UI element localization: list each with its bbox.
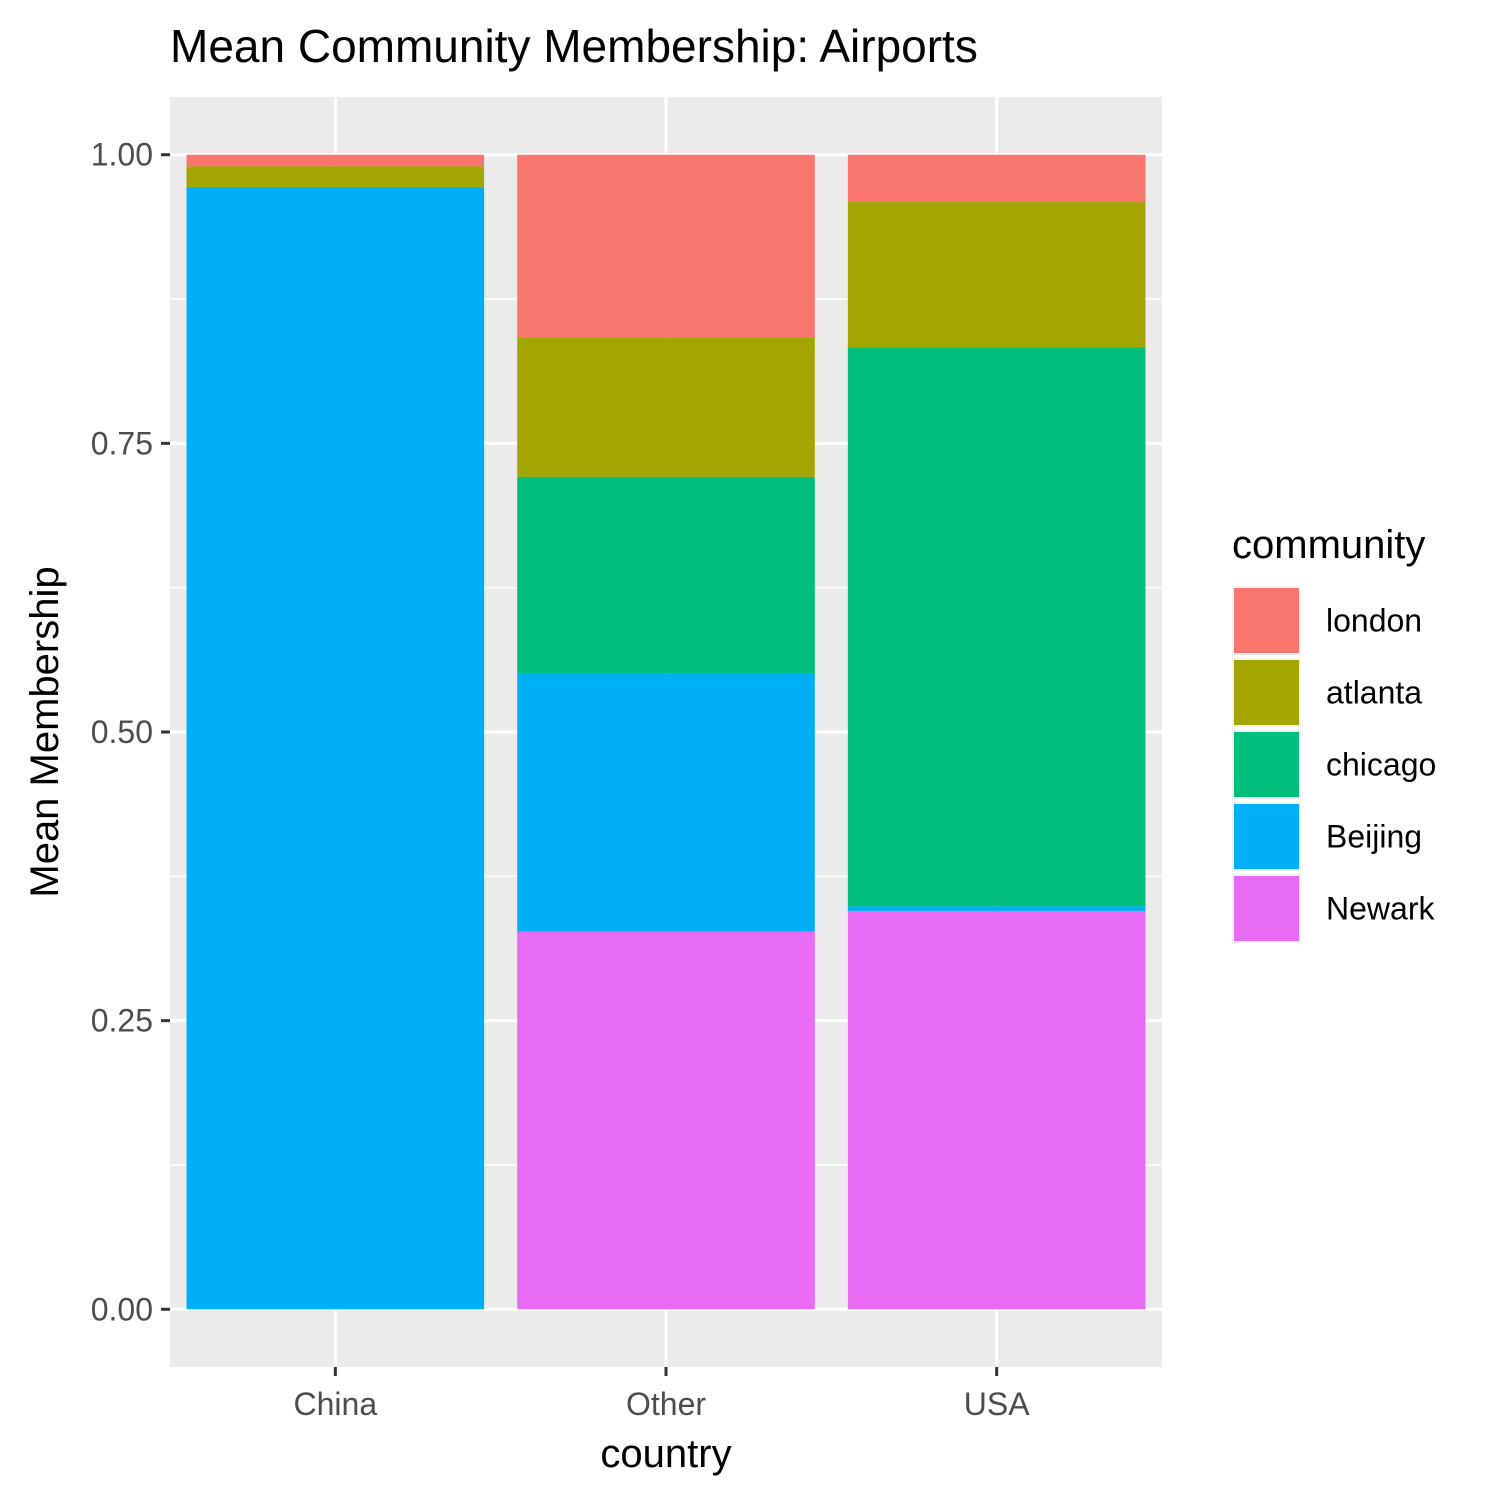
chart-title: Mean Community Membership: Airports xyxy=(170,20,978,72)
legend-label-newark: Newark xyxy=(1326,891,1435,927)
y-tick-label: 1.00 xyxy=(91,137,153,173)
x-tick-label: Other xyxy=(626,1386,706,1422)
bar-segment-china-london xyxy=(186,154,485,167)
legend-label-chicago: chicago xyxy=(1326,747,1436,783)
bar-segment-usa-beijing xyxy=(847,906,1146,911)
legend-label-beijing: Beijing xyxy=(1326,819,1422,855)
legend-label-london: london xyxy=(1326,603,1422,639)
legend-key-london xyxy=(1234,588,1299,653)
bar-segment-other-chicago xyxy=(517,476,815,674)
legend-key-beijing xyxy=(1234,804,1299,869)
y-tick-label: 0.00 xyxy=(91,1291,153,1327)
y-axis-title: Mean Membership xyxy=(23,566,67,897)
legend-label-atlanta: atlanta xyxy=(1326,675,1422,711)
bar-segment-other-beijing xyxy=(517,673,815,932)
y-tick-label: 0.75 xyxy=(91,425,153,461)
bar-segment-other-atlanta xyxy=(517,337,815,477)
y-tick-label: 0.50 xyxy=(91,714,153,750)
x-axis-title: country xyxy=(600,1432,731,1476)
bar-segment-usa-chicago xyxy=(847,347,1146,907)
bar-segment-other-newark xyxy=(517,931,815,1310)
legend-title: community xyxy=(1232,523,1425,567)
legend-key-chicago xyxy=(1234,732,1299,797)
bar-segment-usa-london xyxy=(847,154,1146,203)
x-tick-label: USA xyxy=(964,1386,1030,1422)
bar-segment-china-beijing xyxy=(186,187,485,1310)
legend-key-atlanta xyxy=(1234,660,1299,725)
y-axis: 0.00 0.25 0.50 0.75 1.00 xyxy=(91,137,170,1327)
bar-segment-other-london xyxy=(517,154,815,338)
legend-key-newark xyxy=(1234,876,1299,941)
bar-segment-usa-atlanta xyxy=(847,202,1146,348)
x-tick-label: China xyxy=(294,1386,378,1422)
bar-segment-usa-newark xyxy=(847,910,1146,1310)
bars xyxy=(186,154,1146,1310)
x-axis: China Other USA xyxy=(294,1367,1030,1422)
legend: community london atlanta chicago Beijing New… xyxy=(1232,523,1436,943)
bar-segment-china-atlanta xyxy=(186,166,485,188)
y-tick-label: 0.25 xyxy=(91,1003,153,1039)
